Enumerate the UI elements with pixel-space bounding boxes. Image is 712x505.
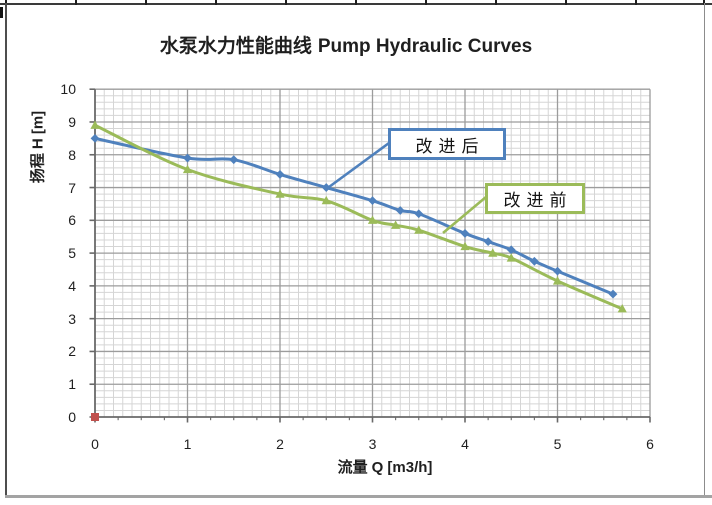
- y-tick-label-9: 9: [68, 113, 76, 130]
- diamond-marker: [506, 245, 516, 255]
- triangle-marker: [275, 189, 285, 198]
- axes: [89, 88, 651, 423]
- sheet-column-tick: [285, 0, 287, 5]
- y-tick-label-8: 8: [68, 146, 76, 163]
- square-marker: [91, 413, 99, 421]
- diamond-marker: [414, 209, 424, 219]
- triangle-marker: [488, 248, 498, 257]
- series-2-triangle[interactable]: [90, 120, 627, 313]
- triangle-marker: [321, 195, 331, 205]
- triangle-marker: [552, 276, 563, 285]
- series-3-square[interactable]: [91, 413, 99, 421]
- triangle-marker: [460, 241, 470, 251]
- y-tick-label-6: 6: [68, 212, 76, 229]
- series-1-diamond[interactable]: [90, 133, 618, 299]
- sheet-column-tick: [145, 0, 147, 5]
- diamond-marker: [321, 183, 331, 192]
- diamond-marker: [460, 229, 470, 238]
- sheet-bottom-border: [5, 495, 712, 498]
- chart-title: 水泵水力性能曲线 Pump Hydraulic Curves: [160, 31, 532, 58]
- triangle-marker: [90, 120, 100, 129]
- sheet-column-tick: [565, 0, 567, 5]
- y-tick-label-7: 7: [68, 179, 76, 196]
- triangle-marker: [391, 220, 401, 229]
- y-tick-label-4: 4: [68, 277, 76, 294]
- sheet-right-border: [704, 3, 705, 497]
- callout-leader-lines: [328, 141, 487, 234]
- y-tick-label-5: 5: [68, 245, 76, 262]
- leader-line-2: [442, 196, 487, 234]
- triangle-marker: [506, 253, 516, 262]
- diamond-marker: [368, 196, 377, 206]
- diamond-marker: [275, 170, 285, 179]
- diamond-marker: [90, 133, 100, 143]
- sheet-column-tick: [355, 0, 357, 5]
- x-tick-label-6: 6: [646, 436, 654, 452]
- x-tick-label-2: 2: [276, 436, 284, 452]
- y-tick-label-1: 1: [68, 376, 76, 393]
- x-axis-title: 流量 Q [m3/h]: [337, 459, 433, 476]
- chart-title-en: Pump Hydraulic Curves: [317, 36, 533, 57]
- diamond-marker: [529, 256, 539, 266]
- triangle-marker: [367, 215, 378, 224]
- series-callout-gaijinhou[interactable]: 改进后: [388, 128, 506, 160]
- x-tick-label-1: 1: [183, 436, 192, 452]
- x-tick-label-0: 0: [91, 436, 99, 452]
- sheet-column-tick: [425, 0, 427, 5]
- y-tick-label-3: 3: [68, 310, 76, 327]
- sheet-corner-mark: [0, 7, 3, 18]
- sheet-column-tick: [703, 0, 705, 5]
- diamond-marker: [608, 289, 618, 299]
- triangle-marker: [414, 225, 424, 234]
- x-tick-label-3: 3: [368, 436, 377, 452]
- y-tick-label-2: 2: [68, 343, 76, 360]
- sheet-column-tick: [495, 0, 497, 5]
- diamond-marker: [183, 153, 192, 163]
- chart-title-zh: 水泵水力性能曲线: [159, 36, 312, 57]
- sheet-column-tick: [635, 0, 637, 5]
- sheet-column-tick: [215, 0, 217, 5]
- diamond-marker: [483, 237, 493, 247]
- diamond-marker: [553, 266, 562, 276]
- sheet-column-tick: [75, 0, 77, 5]
- leader-line-1: [328, 141, 390, 189]
- y-tick-label-0: 0: [68, 409, 76, 425]
- series-line[interactable]: [93, 123, 624, 311]
- x-tick-label-5: 5: [553, 436, 562, 452]
- y-tick-label-10: 10: [60, 81, 76, 98]
- sheet-column-tick: [5, 0, 7, 5]
- series-callout-gaijinqian[interactable]: 改进前: [485, 183, 585, 214]
- diamond-marker: [395, 206, 405, 215]
- triangle-marker: [182, 164, 193, 174]
- triangle-marker: [617, 304, 627, 313]
- x-tick-label-4: 4: [461, 436, 469, 452]
- sheet-left-border: [5, 3, 7, 497]
- diamond-marker: [229, 155, 239, 165]
